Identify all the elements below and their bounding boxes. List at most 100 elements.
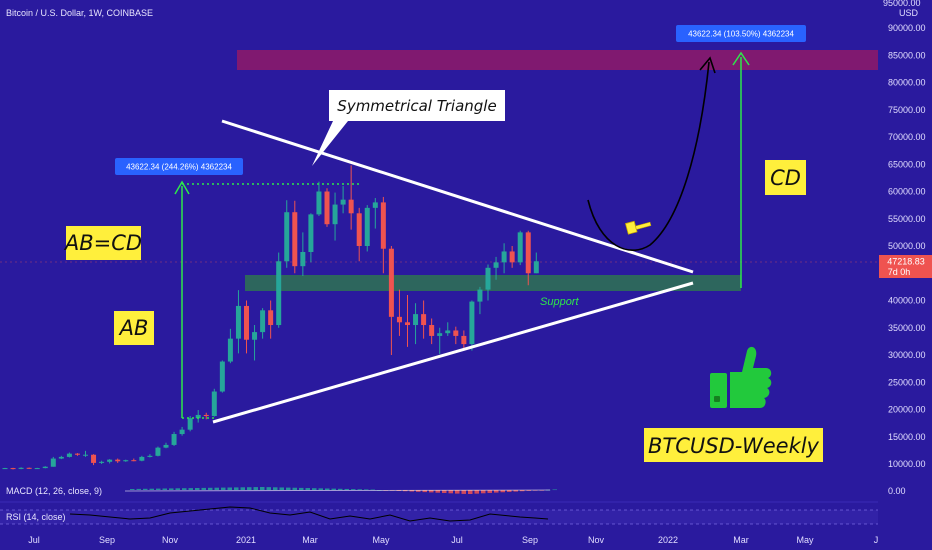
candle-down (292, 212, 298, 267)
ab-tag (114, 311, 154, 345)
projection-curve (587, 61, 710, 251)
macd-bar (344, 488, 349, 490)
macd-bar (162, 488, 167, 490)
thumbs-up-icon (710, 346, 772, 408)
resistance-zone (237, 50, 878, 70)
last-price-countdown: 7d 0h (888, 267, 911, 277)
candle-up (300, 251, 306, 267)
price-tick-label: 20000.00 (888, 405, 926, 415)
last-price-tag (879, 255, 932, 278)
price-axis-zero-label: 0.00 (888, 486, 906, 496)
macd-bar (507, 490, 512, 492)
time-axis[interactable]: Jul Sep Nov 2021 Mar May Jul Sep Nov 2022 Mar May J (28, 535, 878, 545)
candle-up (501, 251, 507, 263)
macd-bar (487, 490, 492, 493)
price-tick-label: 40000.00 (888, 296, 926, 306)
currency-top-label: 95000.00 (883, 0, 921, 8)
candle-up (18, 467, 24, 469)
candle-up (195, 414, 201, 419)
candle-up (42, 466, 48, 469)
macd-bar (182, 488, 187, 490)
time-tick-label: Nov (588, 535, 605, 545)
support-label: Support (540, 296, 579, 308)
triangle-callout-bubble (312, 90, 505, 166)
price-axis[interactable]: 90000.00 85000.00 80000.00 75000.00 70000.00… (888, 23, 926, 469)
macd-bar (513, 490, 518, 492)
candle-down (203, 414, 209, 417)
triangle-callout-text: Symmetrical Triangle (337, 97, 496, 115)
candle-up (171, 434, 177, 445)
candle-down (405, 322, 410, 326)
candle-down (525, 232, 531, 274)
macd-bar (409, 490, 414, 492)
candle-down (244, 305, 249, 340)
candle-down (74, 453, 80, 455)
candle-up (50, 458, 56, 467)
candle-down (453, 330, 459, 336)
rsi-band (0, 510, 878, 524)
ab-arrow-head (174, 180, 190, 195)
time-tick-label: Mar (733, 535, 749, 545)
measure-left-text: 43622.34 (244.26%) 4362234 (126, 163, 232, 172)
candle-up (83, 454, 88, 456)
macd-bar (474, 490, 479, 494)
time-tick-label: Jul (451, 535, 463, 545)
candle-up (58, 456, 64, 459)
symbol-title: Bitcoin / U.S. Dollar, 1W, COINBASE (6, 8, 153, 18)
macd-bar (500, 490, 505, 493)
measure-right-pill (676, 25, 806, 42)
macd-bar (136, 488, 141, 490)
price-tick-label: 65000.00 (888, 159, 926, 169)
candle-up (107, 459, 113, 462)
candle-down (268, 310, 274, 326)
macd-bar (266, 487, 271, 490)
macd-bar (357, 489, 362, 490)
candle-up (517, 232, 523, 263)
macd-bar (435, 490, 440, 493)
candle-up (372, 202, 378, 208)
candle-down (356, 213, 362, 246)
macd-bar (273, 487, 278, 490)
macd-bar (370, 489, 375, 491)
candle-up (485, 267, 491, 290)
macd-bar (188, 488, 193, 490)
macd-bar (130, 489, 135, 490)
macd-bar (364, 489, 369, 490)
rsi-line (69, 506, 549, 522)
candle-up (469, 301, 475, 345)
candle-down (324, 191, 330, 225)
macd-bar (253, 487, 258, 490)
time-tick-label: 2021 (236, 535, 256, 545)
ab-tag-text: AB (118, 316, 149, 340)
price-tick-label: 70000.00 (888, 132, 926, 142)
price-tick-label: 35000.00 (888, 323, 926, 333)
macd-bar (429, 490, 434, 493)
candle-up (187, 418, 193, 430)
candle-up (260, 310, 266, 333)
macd-bar (422, 490, 427, 493)
macd-bar (351, 489, 356, 490)
macd-bar (279, 487, 284, 490)
candle-up (533, 261, 539, 274)
candle-up (139, 456, 145, 461)
candle-down (509, 251, 515, 263)
macd-bar (325, 488, 330, 490)
macd-bar (461, 490, 466, 494)
price-axis-zero: 0.00 (888, 486, 906, 496)
macd-bar (338, 488, 343, 490)
candle-up (163, 444, 169, 448)
candle-up (211, 391, 217, 417)
macd-bar (442, 490, 447, 493)
candle-down (421, 314, 427, 326)
macd-bar (494, 490, 499, 493)
time-tick-label: 2022 (658, 535, 678, 545)
macd-bar (208, 487, 213, 490)
measure-right-text: 43622.34 (103.50%) 4362234 (688, 30, 794, 39)
abcd-tag-text: AB=CD (63, 231, 142, 255)
price-tick-label: 90000.00 (888, 23, 926, 33)
macd-bar (169, 488, 174, 490)
candle-up (284, 212, 290, 262)
time-tick-label: May (796, 535, 814, 545)
macd-bar (552, 489, 557, 491)
